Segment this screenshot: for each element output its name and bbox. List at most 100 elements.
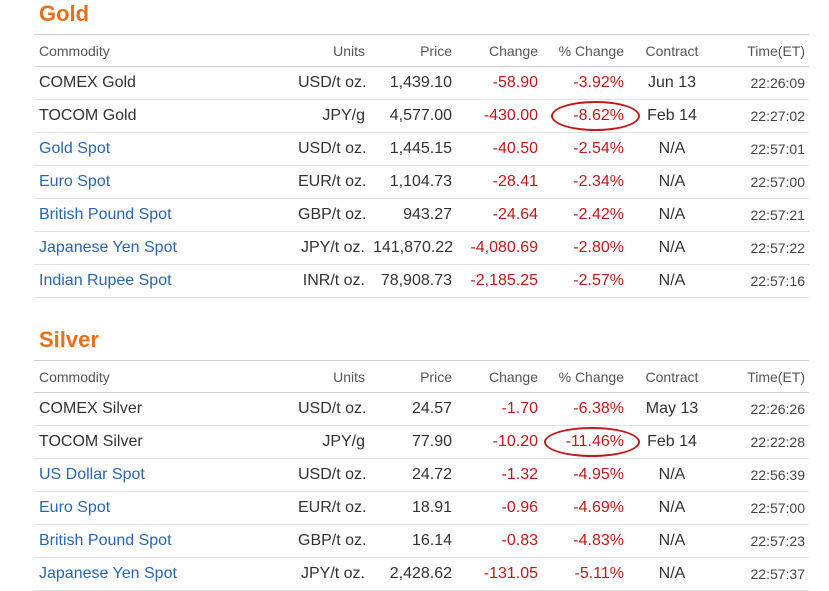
change-cell: -1.32 (456, 458, 542, 492)
commodity-cell: British Pound Spot (34, 198, 294, 232)
gold-table: Commodity Units Price Change % Change Co… (34, 35, 809, 298)
silver-table: Commodity Units Price Change % Change Co… (34, 361, 809, 591)
time-cell: 22:57:22 (716, 231, 809, 265)
header-contract: Contract (628, 35, 716, 67)
header-time: Time(ET) (716, 361, 809, 393)
header-price: Price (369, 35, 456, 67)
contract-cell: N/A (628, 198, 716, 232)
price-cell: 141,870.22 (369, 231, 456, 265)
commodity-name: TOCOM Gold (39, 107, 137, 124)
price-cell: 18.91 (369, 491, 456, 525)
price-cell: 16.14 (369, 524, 456, 558)
price-cell: 1,439.10 (369, 66, 456, 100)
time-cell: 22:57:37 (716, 557, 809, 591)
time-cell: 22:57:23 (716, 524, 809, 558)
time-cell: 22:57:00 (716, 491, 809, 525)
header-change: Change (456, 35, 542, 67)
circled-pct-change: -8.62% (551, 101, 640, 131)
change-cell: -40.50 (456, 132, 542, 166)
change-cell: -1.70 (456, 392, 542, 426)
change-cell: -131.05 (456, 557, 542, 591)
pct-change-cell: -11.46% (542, 425, 641, 459)
change-cell: -58.90 (456, 66, 542, 100)
contract-cell: May 13 (628, 392, 716, 426)
commodity-link[interactable]: Euro Spot (39, 499, 111, 516)
time-cell: 22:26:09 (716, 66, 809, 100)
contract-cell: N/A (628, 264, 716, 298)
contract-cell: Jun 13 (628, 66, 716, 100)
table-row: COMEX Silver USD/t oz. 24.57 -1.70 -6.38% May… (34, 392, 809, 426)
commodity-link[interactable]: British Pound Spot (39, 532, 172, 549)
units-cell: USD/t oz. (294, 132, 369, 166)
pct-change-cell: -3.92% (542, 66, 628, 100)
table-row: Indian Rupee Spot INR/t oz. 78,908.73 -2,18… (34, 264, 809, 298)
header-pct-change: % Change (542, 35, 628, 67)
time-cell: 22:57:00 (716, 165, 809, 199)
change-cell: -4,080.69 (456, 231, 542, 265)
price-cell: 24.57 (369, 392, 456, 426)
table-row: British Pound Spot GBP/t oz. 943.27 -24.64-… (34, 198, 809, 232)
contract-cell: Feb 14 (628, 99, 716, 133)
price-cell: 2,428.62 (369, 557, 456, 591)
header-price: Price (369, 361, 456, 393)
header-commodity: Commodity (34, 35, 294, 67)
header-change: Change (456, 361, 542, 393)
pct-change-cell: -5.11% (542, 557, 628, 591)
gold-table-body: COMEX Gold USD/t oz. 1,439.10 -58.90 -3.92% J… (34, 66, 809, 298)
contract-cell: N/A (628, 557, 716, 591)
units-cell: GBP/t oz. (294, 198, 369, 232)
table-row: TOCOM Gold JPY/g 4,577.00 -430.00 -8.62% Feb … (34, 99, 809, 133)
contract-cell: N/A (628, 231, 716, 265)
table-row: TOCOM Silver JPY/g 77.90 -10.20 -11.46% Feb 1… (34, 425, 809, 459)
commodity-cell: TOCOM Gold (34, 99, 294, 133)
contract-cell: N/A (628, 132, 716, 166)
contract-cell: Feb 14 (628, 425, 716, 459)
change-cell: -0.96 (456, 491, 542, 525)
price-cell: 4,577.00 (369, 99, 456, 133)
table-row: British Pound Spot GBP/t oz. 16.14 -0.83 -4.… (34, 524, 809, 558)
units-cell: GBP/t oz. (294, 524, 369, 558)
table-row: Euro Spot EUR/t oz. 1,104.73 -28.41 -2.34% N/… (34, 165, 809, 199)
time-cell: 22:22:28 (716, 425, 809, 459)
commodity-cell: COMEX Gold (34, 66, 294, 100)
time-cell: 22:57:21 (716, 198, 809, 232)
time-cell: 22:57:01 (716, 132, 809, 166)
pct-change-cell: -2.42% (542, 198, 628, 232)
commodity-link[interactable]: Euro Spot (39, 173, 111, 190)
time-cell: 22:27:02 (716, 99, 809, 133)
commodity-link[interactable]: US Dollar Spot (39, 466, 145, 483)
commodity-cell: British Pound Spot (34, 524, 294, 558)
commodity-cell: US Dollar Spot (34, 458, 294, 492)
commodity-link[interactable]: Japanese Yen Spot (39, 239, 177, 256)
pct-change-cell: -4.83% (542, 524, 628, 558)
silver-section-title: Silver (34, 326, 809, 361)
pct-change-cell: -2.34% (542, 165, 628, 199)
commodity-link[interactable]: Gold Spot (39, 140, 111, 157)
pct-change-cell: -4.95% (542, 458, 628, 492)
units-cell: USD/t oz. (294, 392, 369, 426)
units-cell: EUR/t oz. (294, 491, 369, 525)
commodity-name: TOCOM Silver (39, 433, 143, 450)
silver-header-row: Commodity Units Price Change % Change Co… (34, 361, 809, 393)
price-cell: 1,104.73 (369, 165, 456, 199)
table-row: Euro Spot EUR/t oz. 18.91 -0.96 -4.69% N/A 22:… (34, 491, 809, 525)
price-cell: 1,445.15 (369, 132, 456, 166)
commodity-link[interactable]: Indian Rupee Spot (39, 272, 172, 289)
header-units: Units (294, 35, 369, 67)
price-cell: 78,908.73 (369, 264, 456, 298)
contract-cell: N/A (628, 524, 716, 558)
contract-cell: N/A (628, 165, 716, 199)
table-row: COMEX Gold USD/t oz. 1,439.10 -58.90 -3.92% J… (34, 66, 809, 100)
commodity-cell: Indian Rupee Spot (34, 264, 294, 298)
units-cell: JPY/t oz. (294, 557, 369, 591)
commodity-link[interactable]: British Pound Spot (39, 206, 172, 223)
units-cell: JPY/g (294, 425, 369, 459)
commodity-name: COMEX Silver (39, 400, 143, 417)
gold-header-row: Commodity Units Price Change % Change Co… (34, 35, 809, 67)
commodity-link[interactable]: Japanese Yen Spot (39, 565, 177, 582)
change-cell: -430.00 (456, 99, 542, 133)
change-cell: -2,185.25 (456, 264, 542, 298)
pct-change-cell: -2.57% (542, 264, 628, 298)
silver-table-body: COMEX Silver USD/t oz. 24.57 -1.70 -6.38% May… (34, 392, 809, 591)
commodity-cell: Japanese Yen Spot (34, 557, 294, 591)
